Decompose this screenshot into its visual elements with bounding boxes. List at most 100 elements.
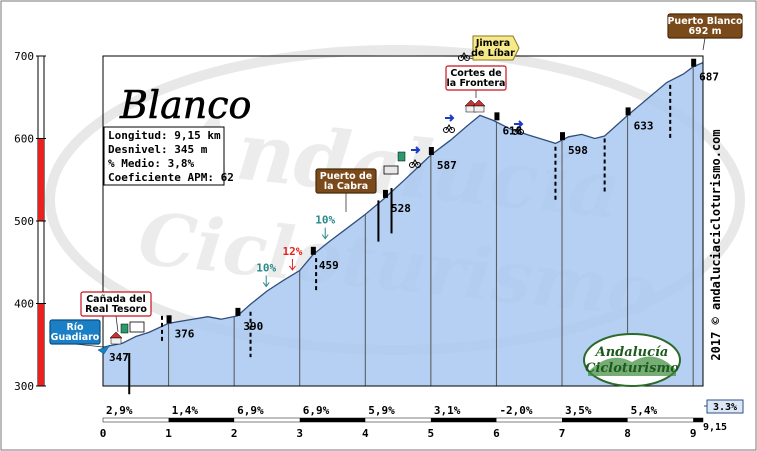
bottle-icon <box>397 151 406 162</box>
x-tick-label: 1 <box>165 427 172 440</box>
segment-grade-label: 3,1% <box>434 404 461 417</box>
km-strip-dark <box>562 418 628 422</box>
waypoint-label: Cortes de <box>450 68 501 79</box>
cyclist-icon <box>460 52 468 59</box>
km-strip-dark <box>693 418 703 422</box>
segment-grade-label: 6,9% <box>237 404 264 417</box>
elevation-label: 618 <box>502 124 522 137</box>
segment-grade-label: 2,9% <box>106 404 133 417</box>
elevation-label: 633 <box>634 119 654 132</box>
waypoint-pointer <box>115 315 119 333</box>
segment-grade-label: 3.3% <box>713 402 737 413</box>
km-marker <box>428 147 434 155</box>
waypoint-label: Cañada del <box>86 294 146 305</box>
y-tick-label: 700 <box>14 50 34 63</box>
km-strip-dark <box>168 418 235 422</box>
logo-text-2: Cicloturismo <box>585 361 679 376</box>
info-row: % Medio: 3,8% <box>108 157 194 170</box>
x-tick-label: 5 <box>428 427 435 440</box>
x-tick-label: 3 <box>296 427 303 440</box>
cyclist-icon <box>443 127 449 133</box>
info-box <box>103 126 225 186</box>
y-tick-label: 600 <box>14 133 34 146</box>
direction-arrow-icon <box>445 114 455 122</box>
elevation-label: 687 <box>699 71 719 84</box>
cyclist-icon <box>409 162 415 168</box>
waypoint-label: Puerto de <box>320 171 372 182</box>
segment-grade-label: 3,5% <box>565 404 592 417</box>
fountain-icon <box>383 165 399 175</box>
segment-grade-label: 6,9% <box>303 404 330 417</box>
cyclist-icon <box>514 126 522 133</box>
waypoint-label: la Cabra <box>324 181 368 192</box>
waypoint-box <box>315 168 377 194</box>
cyclist-icon <box>445 124 453 131</box>
y-scale-red-1 <box>38 138 44 221</box>
y-tick-label: 300 <box>14 380 34 393</box>
cyclist-icon <box>512 129 518 135</box>
info-label: % Medio: <box>108 157 168 170</box>
km-strip-dark <box>430 418 497 422</box>
x-tick-label: 8 <box>624 427 631 440</box>
elevation-label: 376 <box>175 327 195 340</box>
segment-grade-label: -2,0% <box>499 404 532 417</box>
plot-frame <box>102 55 704 387</box>
village-icon <box>110 337 122 345</box>
elevation-label: 390 <box>243 320 263 333</box>
website-credit: 2017 © andaluciacicloturismo.com <box>709 129 723 360</box>
steep-grade-label: 12% <box>283 245 303 258</box>
cyclist-icon <box>415 162 421 168</box>
elevation-label: 598 <box>568 144 588 157</box>
waypoint-box <box>445 65 507 91</box>
steep-grade-arrow <box>289 258 296 271</box>
waypoint-label: Real Tesoro <box>85 304 147 315</box>
logo-ring <box>583 333 681 387</box>
steep-grade-arrow <box>321 227 329 240</box>
waypoint-label: Jimera <box>475 38 510 49</box>
info-value: 345 m <box>174 143 207 156</box>
waypoint-label: la Frontera <box>447 78 506 89</box>
waypoint-box <box>472 35 520 61</box>
cyclist-icon <box>458 55 464 61</box>
info-value: 62 <box>221 171 234 184</box>
logo-mountain <box>588 356 676 376</box>
y-scale-red-2 <box>38 303 44 386</box>
km-marker <box>310 246 316 255</box>
x-end-label: 9,15 <box>703 422 727 433</box>
waypoint-box <box>49 319 101 345</box>
direction-arrow-icon <box>514 120 524 128</box>
info-label: Desnivel: <box>108 143 174 156</box>
km-marker <box>494 112 500 121</box>
waypoint-label: 692 m <box>688 26 721 37</box>
x-tick-label: 6 <box>493 427 500 440</box>
steep-grade-arrow <box>262 275 270 288</box>
info-label: Longitud: <box>108 129 174 142</box>
train-icon <box>129 321 145 333</box>
segment-grade-label: 5,9% <box>368 404 395 417</box>
km-marker <box>691 58 697 67</box>
waypoint-label: Guadiaro <box>51 332 100 343</box>
km-marker <box>235 307 241 316</box>
bottle-icon <box>120 323 129 334</box>
waypoint-box <box>667 13 743 39</box>
x-tick-label: 7 <box>559 427 566 440</box>
steep-grade-label: 10% <box>315 214 335 227</box>
elevation-label: 459 <box>319 259 339 272</box>
segment-grade-label: 1,4% <box>172 404 199 417</box>
km-marker <box>560 132 566 141</box>
km-marker <box>625 107 631 116</box>
waypoint-label: Río <box>66 322 84 333</box>
y-tick-label: 400 <box>14 298 34 311</box>
cyclist-icon <box>518 129 524 135</box>
info-label: Coeficiente APM: <box>108 171 221 184</box>
cyclist-icon <box>449 127 455 133</box>
info-value: 3,8% <box>168 157 195 170</box>
info-value: 9,15 km <box>174 129 221 142</box>
x-tick-label: 4 <box>362 427 369 440</box>
waypoint-box <box>80 291 152 317</box>
village-icon <box>473 105 485 113</box>
direction-arrow-icon <box>411 146 421 154</box>
elevation-label: 347 <box>109 351 129 364</box>
